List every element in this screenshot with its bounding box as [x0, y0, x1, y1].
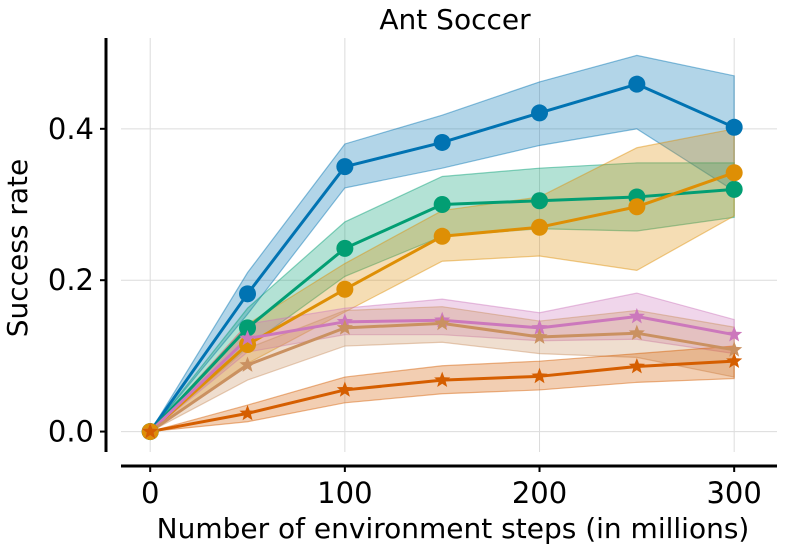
point-red-orange	[628, 357, 645, 374]
point-red-orange	[531, 367, 548, 384]
y-tick-label: 0.2	[48, 263, 94, 297]
y-tick-label: 0.0	[48, 415, 94, 449]
point-orange	[433, 227, 451, 245]
point-red-orange	[434, 371, 451, 387]
point-green	[239, 319, 257, 337]
point-orange	[336, 280, 354, 298]
x-tick-label: 200	[512, 476, 567, 510]
point-pink	[726, 326, 743, 342]
y-axis-label: Success rate	[1, 159, 34, 338]
point-blue	[628, 75, 646, 93]
chart-title: Ant Soccer	[379, 3, 531, 36]
point-orange	[628, 198, 646, 216]
point-tan	[239, 356, 256, 372]
point-pink	[531, 319, 548, 335]
point-green	[725, 180, 743, 198]
point-blue	[725, 118, 743, 136]
point-pink	[628, 308, 645, 324]
point-red-orange	[142, 423, 159, 439]
point-blue	[433, 133, 451, 151]
point-blue	[239, 285, 257, 303]
point-red-orange	[726, 352, 743, 369]
point-pink	[239, 329, 256, 346]
point-red-orange	[239, 404, 256, 421]
x-tick-label: 300	[706, 476, 761, 510]
point-tan	[628, 324, 645, 341]
point-green	[531, 192, 549, 210]
point-green	[336, 239, 354, 257]
confidence-bands	[149, 54, 735, 433]
y-tick-label: 0.4	[48, 112, 94, 146]
point-red-orange	[336, 381, 353, 397]
x-tick-label: 100	[317, 476, 372, 510]
point-tan	[726, 341, 743, 357]
point-tan	[434, 314, 451, 331]
point-orange	[531, 218, 549, 236]
y-ticks: 0.0 0.2 0.4	[48, 112, 106, 449]
point-tan	[531, 328, 548, 344]
point-blue	[336, 158, 354, 176]
x-axis-label: Number of environment steps (in millions…	[157, 512, 750, 545]
x-tick-label: 0	[141, 476, 159, 510]
point-green	[433, 196, 451, 214]
point-blue	[531, 104, 549, 122]
x-ticks: 0 100 200 300	[141, 466, 762, 510]
point-orange	[725, 164, 743, 182]
point-orange	[239, 336, 257, 354]
series-markers	[141, 75, 743, 441]
point-tan	[336, 319, 353, 335]
